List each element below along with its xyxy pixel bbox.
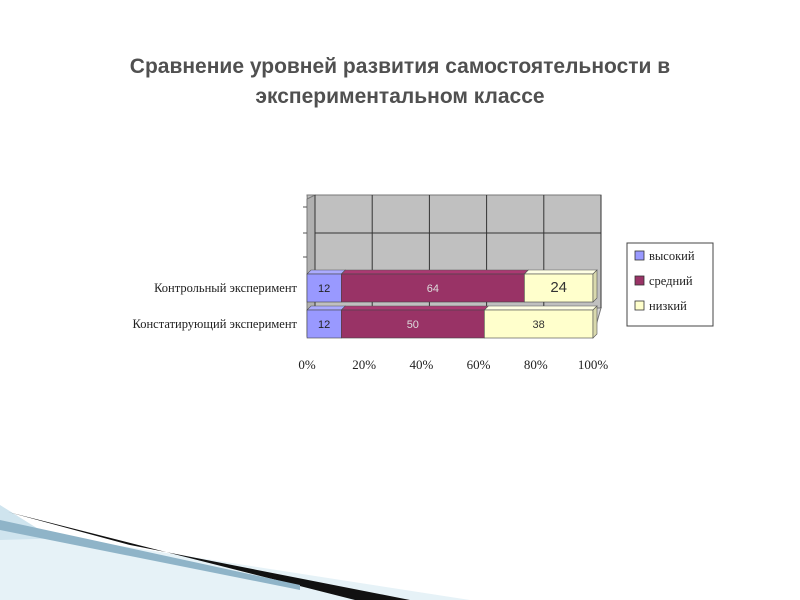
bar-top-face [340,269,530,275]
legend-swatch [634,275,645,286]
chart-bars [306,269,598,339]
bar-top-face [340,305,490,311]
x-tick-label: 20% [352,357,376,372]
bar-end-face [592,305,598,339]
x-tick-label: 40% [409,357,433,372]
corner-decoration [0,505,470,600]
x-tick-label: 0% [298,357,316,372]
chart-category-labels: Контрольный эксперимент Констатирующий эк… [133,281,298,331]
data-label: 12 [318,283,330,295]
category-label: Контрольный эксперимент [154,281,297,295]
bar-end-face [592,269,598,303]
bar-segment [306,309,342,339]
legend-swatch [634,300,645,311]
bar-segment [524,273,594,303]
chart-legend: высокий средний низкий [626,242,714,327]
legend-label: высокий [649,249,695,263]
chart-data-labels: 12 64 24 12 50 38 [318,279,567,331]
category-label: Констатирующий эксперимент [133,317,298,331]
legend-label: средний [649,274,693,288]
data-label: 38 [533,319,545,331]
x-tick-label: 80% [524,357,548,372]
bar-top-face [306,305,347,311]
bar-top-face [523,269,598,275]
slide-title: Сравнение уровней развития самостоятельн… [129,55,671,108]
bar-segment [341,273,525,303]
decor-blue-stripe [0,520,300,590]
data-label: 12 [318,319,330,331]
legend-swatch [634,250,645,261]
chart-x-tick-labels: 0% 20% 40% 60% 80% 100% [298,357,608,372]
x-tick-label: 100% [578,357,609,372]
data-label: 50 [407,319,419,331]
bar-segment [341,309,485,339]
bar-segment [484,309,594,339]
legend-label: низкий [649,299,687,313]
bar-top-face [483,305,598,311]
x-tick-label: 60% [467,357,491,372]
bar-top-face [306,269,347,275]
data-label: 24 [550,279,567,296]
data-label: 64 [427,283,439,295]
